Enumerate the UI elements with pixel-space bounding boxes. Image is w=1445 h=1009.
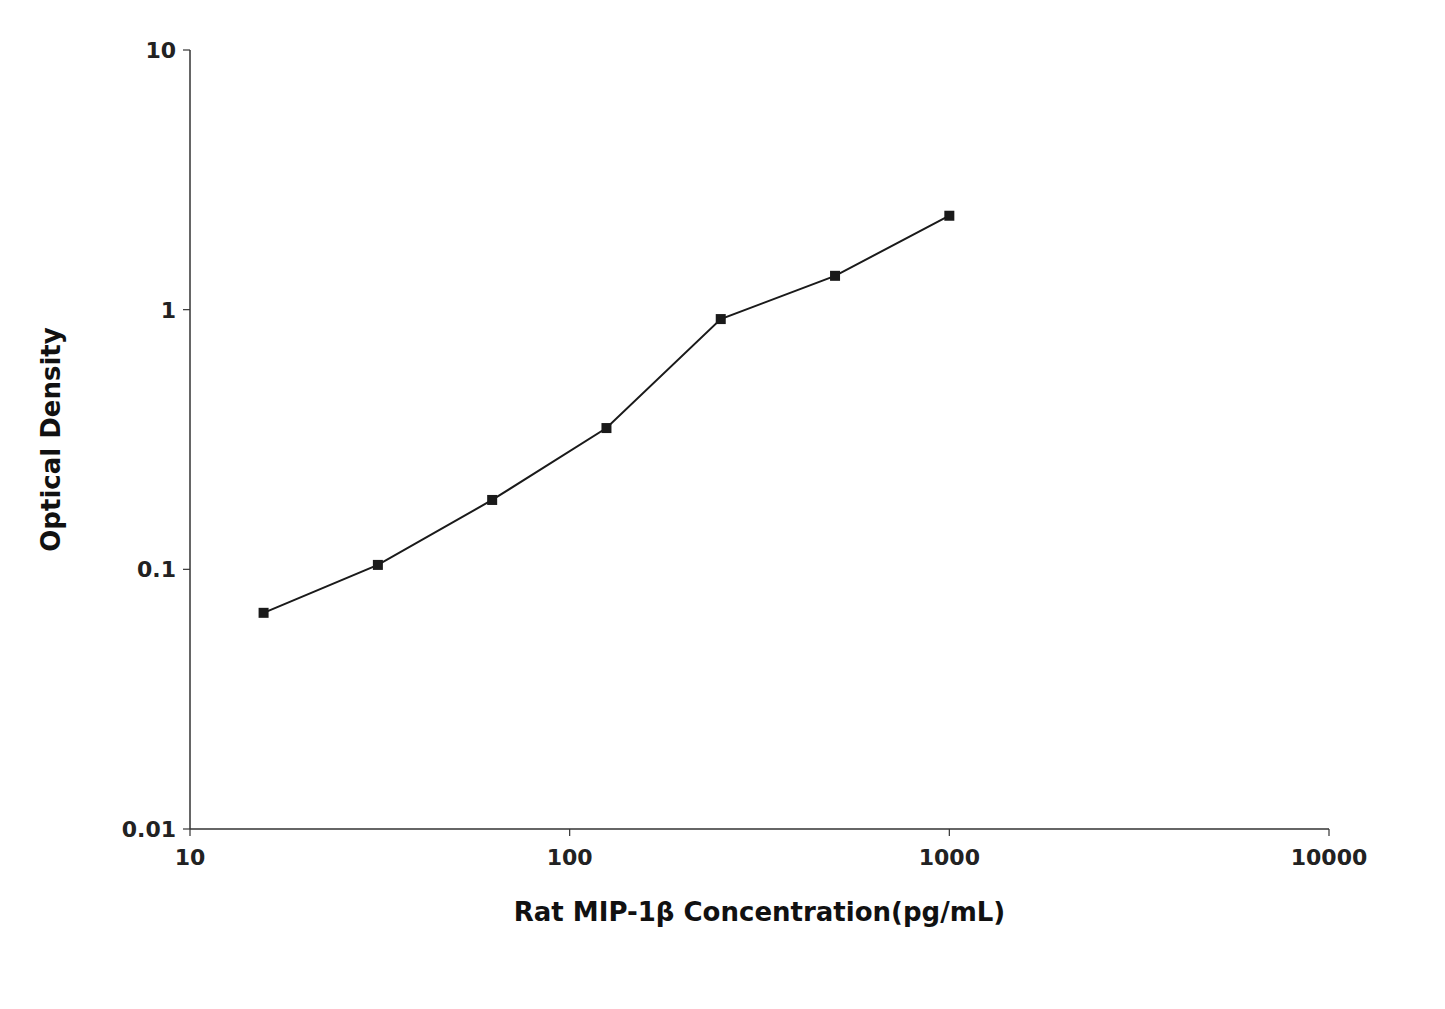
- data-point: [373, 560, 383, 570]
- x-tick: [569, 829, 570, 836]
- data-group: [259, 211, 955, 618]
- x-tick-label: 10: [175, 845, 206, 870]
- data-point: [487, 495, 497, 505]
- y-tick-label: 10: [145, 38, 176, 63]
- y-tick: [183, 309, 190, 310]
- axes: 10 100 1000 10000 0.01 0.1 1 10: [122, 38, 1368, 870]
- x-tick: [1328, 829, 1329, 836]
- x-tick-label: 1000: [919, 845, 980, 870]
- y-axis-line: [189, 50, 191, 829]
- y-tick: [183, 569, 190, 570]
- data-point: [601, 423, 611, 433]
- y-tick-label: 0.01: [122, 817, 176, 842]
- x-tick-label: 10000: [1291, 845, 1368, 870]
- x-axis-label: Rat MIP-1β Concentration(pg/mL): [514, 897, 1005, 927]
- y-tick-label: 1: [161, 298, 176, 323]
- chart-container: 10 100 1000 10000 0.01 0.1 1 10 Rat MIP-1β Conce…: [0, 0, 1445, 1009]
- chart-svg: 10 100 1000 10000 0.01 0.1 1 10 Rat MIP-1β Conce…: [0, 0, 1445, 1009]
- y-tick: [183, 828, 190, 829]
- x-tick: [189, 829, 190, 836]
- x-tick-label: 100: [547, 845, 593, 870]
- y-axis-label: Optical Density: [36, 327, 66, 552]
- data-line: [264, 216, 950, 613]
- y-tick-label: 0.1: [137, 557, 176, 582]
- y-tick: [183, 49, 190, 50]
- data-point: [830, 271, 840, 281]
- data-point: [944, 211, 954, 221]
- x-axis-line: [190, 828, 1329, 830]
- data-point: [259, 608, 269, 618]
- x-tick: [949, 829, 950, 836]
- data-point: [716, 314, 726, 324]
